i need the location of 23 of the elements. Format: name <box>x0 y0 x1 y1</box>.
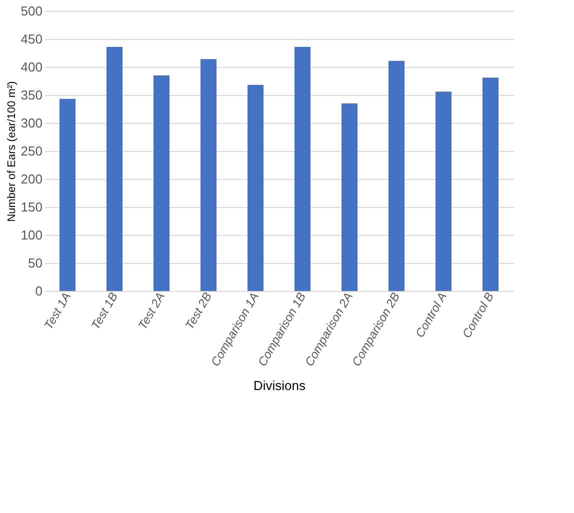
bar <box>436 92 452 291</box>
y-tick-label: 100 <box>20 228 42 242</box>
bar <box>60 98 76 291</box>
y-tick-label: 50 <box>28 256 42 270</box>
y-tick-label: 300 <box>20 116 42 130</box>
y-tick-label: 400 <box>20 60 42 74</box>
y-tick-label: 200 <box>20 172 42 186</box>
bar <box>248 84 264 291</box>
y-axis-title: Number of Ears (ear/100 m²) <box>6 81 18 222</box>
bar <box>154 75 170 291</box>
y-tick-label: 150 <box>20 200 42 214</box>
y-tick-label: 500 <box>20 4 42 18</box>
bar <box>482 78 498 291</box>
y-tick-label: 450 <box>20 32 42 46</box>
bar <box>200 59 216 291</box>
bar <box>294 46 310 291</box>
bar <box>342 103 358 291</box>
x-axis-title: Divisions <box>253 378 306 394</box>
y-tick-label: 250 <box>20 144 42 158</box>
bar <box>388 60 404 291</box>
bar <box>106 46 122 291</box>
y-tick-label: 0 <box>35 284 42 298</box>
y-tick-label: 350 <box>20 88 42 102</box>
